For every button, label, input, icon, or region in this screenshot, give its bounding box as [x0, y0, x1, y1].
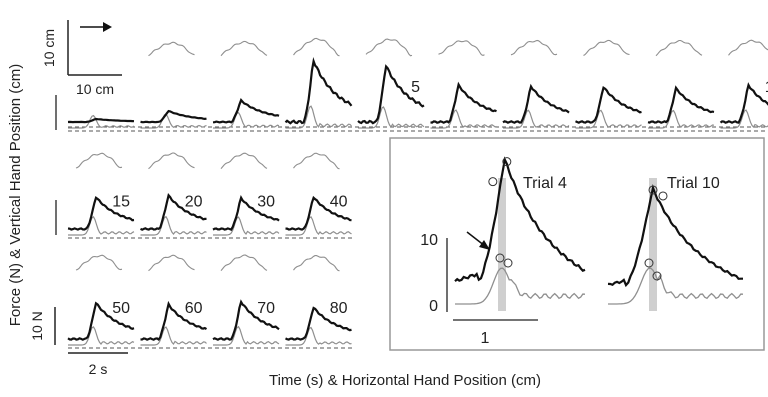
- trial-label: 20: [185, 193, 203, 210]
- inset-ytick-0: 0: [429, 298, 438, 315]
- trial-label: 15: [112, 193, 130, 210]
- position-trace: [431, 110, 497, 128]
- force-trace: [721, 85, 768, 123]
- hand-trajectory: [584, 40, 630, 55]
- trial-label: 5: [411, 79, 420, 96]
- force-scale-bar: 10 N: [29, 307, 55, 345]
- hand-trajectory: [221, 153, 267, 169]
- force-trace: [431, 85, 497, 123]
- hand-trajectory: [656, 41, 702, 56]
- hand-trajectory: [76, 153, 122, 168]
- hand-trajectory: [294, 153, 340, 169]
- trial-label: 30: [257, 193, 275, 210]
- time-scale-bar: 2 s: [68, 353, 128, 377]
- hand-trajectory: [729, 40, 768, 56]
- hand-trajectory: [149, 42, 195, 56]
- x-axis-title: Time (s) & Horizontal Hand Position (cm): [269, 372, 541, 389]
- position-trace: [286, 106, 352, 128]
- force-trace: [286, 61, 352, 123]
- position-trace: [286, 217, 352, 235]
- inset-position-trace: [608, 268, 743, 304]
- trial-label: 40: [330, 193, 348, 210]
- y-axis-title: Force (N) & Vertical Hand Position (cm): [7, 64, 24, 327]
- force-scale-label: 10 N: [29, 311, 45, 341]
- trial-grid: 5101520304050607080: [68, 38, 768, 348]
- vertical-scale-label: 10 cm: [41, 29, 57, 67]
- force-trace: [68, 119, 134, 122]
- position-trace: [213, 217, 279, 235]
- force-trace: [648, 88, 714, 123]
- trial-label: 60: [185, 300, 203, 317]
- time-scale-label: 2 s: [89, 361, 108, 377]
- event-marker-circle: [489, 178, 497, 186]
- hand-trajectory: [149, 255, 195, 271]
- hand-trajectory: [366, 39, 412, 56]
- hand-trajectory: [221, 255, 267, 271]
- position-trace: [358, 107, 424, 128]
- position-scale-bar: 10 cm 10 cm: [41, 20, 122, 97]
- trial-label: 80: [330, 300, 348, 317]
- event-marker-circle: [659, 192, 667, 200]
- inset-xtick-1: 1: [481, 330, 490, 347]
- hand-trajectory: [221, 41, 267, 55]
- inset-force-trace: [608, 188, 743, 285]
- trial-label: 50: [112, 300, 130, 317]
- position-trace: [141, 217, 207, 235]
- onset-arrow-icon: [467, 232, 490, 250]
- position-trace: [286, 328, 352, 345]
- force-trace: [213, 100, 279, 122]
- position-trace: [141, 327, 207, 345]
- position-trace: [68, 217, 134, 235]
- hand-trajectory: [149, 153, 195, 169]
- force-trace: [141, 111, 207, 122]
- hand-trajectory: [76, 255, 122, 270]
- force-trace: [576, 88, 642, 123]
- position-trace: [576, 110, 642, 128]
- inset-ytick-10: 10: [420, 232, 438, 249]
- inset-panel: [390, 138, 764, 350]
- inset-title-trial-10: Trial 10: [667, 175, 720, 192]
- position-trace: [721, 110, 768, 128]
- force-trace: [503, 87, 569, 123]
- hand-trajectory: [439, 41, 485, 56]
- hand-trajectory: [294, 256, 340, 271]
- inset-position-trace: [455, 268, 585, 304]
- direction-arrow-icon: [80, 22, 112, 32]
- horizontal-scale-label: 10 cm: [76, 81, 114, 97]
- trial-label: 70: [257, 300, 275, 317]
- inset-title-trial-4: Trial 4: [523, 175, 567, 192]
- hand-trajectory: [294, 38, 340, 55]
- position-trace: [213, 327, 279, 345]
- position-trace: [503, 110, 569, 128]
- position-trace: [68, 327, 134, 345]
- hand-trajectory: [511, 41, 557, 55]
- position-trace: [648, 111, 714, 128]
